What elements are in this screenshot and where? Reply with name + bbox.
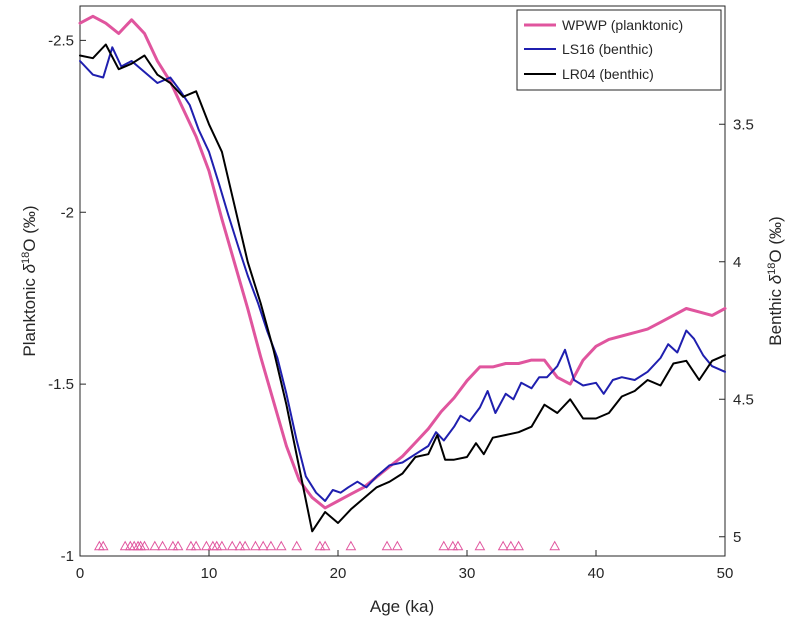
y-axis-right-title: Benthic δ18O (‰) bbox=[766, 216, 785, 345]
y-left-tick-label: -2.5 bbox=[48, 32, 74, 49]
age-control-marker bbox=[172, 540, 184, 551]
age-control-marker bbox=[97, 540, 109, 551]
y-left-tick-label: -1.5 bbox=[48, 376, 74, 393]
x-tick-label: 30 bbox=[459, 565, 476, 582]
age-control-marker bbox=[119, 540, 131, 551]
age-control-marker bbox=[201, 540, 212, 551]
age-control-marker bbox=[391, 540, 403, 551]
age-control-marker bbox=[319, 540, 331, 551]
age-control-marker bbox=[257, 540, 269, 551]
age-control-marker bbox=[265, 540, 277, 551]
age-control-marker bbox=[250, 540, 261, 551]
age-control-marker bbox=[474, 540, 486, 551]
age-control-marker bbox=[149, 540, 161, 551]
legend-box bbox=[516, 9, 722, 91]
y-right-tick-label: 5 bbox=[733, 529, 741, 546]
age-control-marker bbox=[513, 540, 524, 551]
age-control-marker bbox=[381, 540, 393, 551]
x-tick-label: 10 bbox=[201, 565, 218, 582]
y-left-tick-label: -2 bbox=[61, 204, 74, 221]
age-control-marker bbox=[291, 540, 303, 551]
age-control-marker bbox=[239, 540, 251, 551]
x-tick-label: 20 bbox=[330, 565, 347, 582]
x-tick-label: 0 bbox=[76, 565, 84, 582]
series-layer bbox=[78, 14, 727, 533]
series-line-wpwp bbox=[78, 14, 727, 510]
y-left-tick-label: -1 bbox=[61, 548, 74, 565]
x-axis-title: Age (ka) bbox=[370, 597, 434, 616]
markers bbox=[93, 540, 561, 551]
plot-area bbox=[78, 5, 727, 557]
age-control-marker bbox=[549, 540, 561, 551]
age-control-marker bbox=[447, 540, 459, 551]
y-right-tick-label: 3.5 bbox=[733, 116, 754, 133]
x-tick-label: 50 bbox=[717, 565, 734, 582]
age-control-marker bbox=[505, 540, 517, 551]
y-right-tick-label: 4 bbox=[733, 254, 741, 271]
plot-frame bbox=[79, 5, 726, 557]
age-control-marker bbox=[226, 540, 238, 551]
age-control-marker bbox=[438, 540, 450, 551]
age-control-marker bbox=[452, 540, 464, 551]
series-line-ls16 bbox=[79, 46, 726, 502]
y-right-tick-label: 4.5 bbox=[733, 391, 754, 408]
legend-label-lr04: LR04 (benthic) bbox=[562, 66, 654, 82]
age-control-marker bbox=[216, 540, 228, 551]
series-line-lr04 bbox=[79, 43, 726, 533]
age-control-marker bbox=[345, 540, 357, 551]
y-axis-left-title: Planktonic δ18O (‰) bbox=[20, 205, 39, 356]
legend-label-wpwp: WPWP (planktonic) bbox=[562, 17, 683, 33]
age-control-marker bbox=[314, 540, 326, 551]
age-control-marker bbox=[185, 540, 197, 551]
y-axis-right: 3.5 4 4.5 5 bbox=[719, 116, 754, 546]
age-control-marker bbox=[167, 540, 179, 551]
x-axis: 0 10 20 30 40 50 bbox=[76, 550, 734, 582]
legend: WPWP (planktonic) LS16 (benthic) LR04 (b… bbox=[516, 9, 722, 91]
age-control-marker bbox=[497, 540, 509, 551]
age-control-marker bbox=[190, 540, 202, 551]
age-control-marker bbox=[211, 540, 223, 551]
age-control-marker bbox=[275, 540, 287, 551]
age-control-marker bbox=[139, 540, 150, 551]
age-control-marker bbox=[234, 540, 246, 551]
age-control-marker bbox=[157, 540, 168, 551]
x-tick-label: 40 bbox=[588, 565, 605, 582]
y-axis-left: -2.5 -2 -1.5 -1 bbox=[48, 32, 86, 565]
legend-label-ls16: LS16 (benthic) bbox=[562, 41, 653, 57]
